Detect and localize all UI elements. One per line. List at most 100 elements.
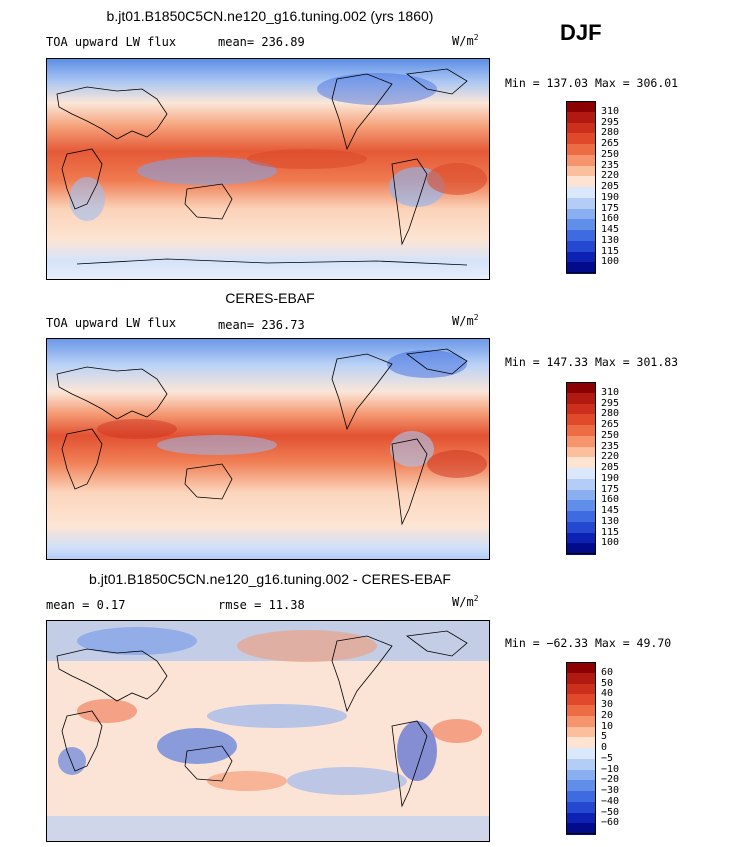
colorbar-swatch bbox=[566, 240, 596, 252]
colorbar-tick-label: 205 bbox=[601, 181, 620, 192]
panel3-colorbar: 60 50 40 30 20 10 5 0 −5 −10 −20 −30 −40 −50 −60 bbox=[566, 662, 636, 835]
colorbar-swatch bbox=[566, 187, 596, 199]
colorbar-tick-label: 280 bbox=[601, 408, 620, 420]
panel2-title: CERES-EBAF bbox=[225, 290, 315, 306]
panel2-map bbox=[46, 338, 490, 560]
colorbar-frame bbox=[566, 662, 596, 834]
colorbar-tick-label: −10 bbox=[601, 763, 620, 775]
colorbar-tick-label: 295 bbox=[601, 397, 620, 409]
panel3-map-svg bbox=[47, 621, 489, 841]
colorbar-tick-label: 145 bbox=[601, 505, 620, 516]
colorbar-tick-label: 280 bbox=[601, 127, 620, 139]
colorbar-swatch bbox=[566, 812, 596, 824]
panel3-mean-label: mean = 0.17 bbox=[46, 598, 126, 612]
colorbar-tick-label: −50 bbox=[601, 806, 620, 818]
colorbar-swatch bbox=[566, 532, 596, 544]
colorbar-swatch bbox=[566, 468, 596, 480]
colorbar-tick-label: 115 bbox=[601, 245, 620, 257]
colorbar-tick-label: 145 bbox=[601, 224, 620, 235]
colorbar-swatch bbox=[566, 262, 596, 274]
panel1-title: b.jt01.B1850C5CN.ne120_g16.tuning.002 (y… bbox=[106, 8, 434, 24]
colorbar-swatch bbox=[566, 511, 596, 523]
colorbar-tick-label: 295 bbox=[601, 116, 620, 128]
colorbar-swatch bbox=[566, 769, 596, 781]
colorbar-tick-label: 220 bbox=[601, 170, 620, 182]
colorbar-tick-label: −60 bbox=[601, 817, 620, 829]
colorbar-swatch bbox=[566, 165, 596, 177]
colorbar-swatch bbox=[566, 672, 596, 684]
panel3-minmax: Min = −62.33 Max = 49.70 bbox=[505, 636, 672, 650]
colorbar-tick-label: 250 bbox=[601, 148, 620, 160]
colorbar-swatch bbox=[566, 425, 596, 437]
panel2-units-label: W/m2 bbox=[452, 313, 479, 328]
colorbar-swatch bbox=[566, 500, 596, 512]
colorbar-swatch bbox=[566, 748, 596, 760]
panel1-map bbox=[46, 58, 490, 280]
colorbar-tick-label: 265 bbox=[601, 138, 620, 149]
colorbar-swatch bbox=[566, 457, 596, 469]
colorbar-tick-label: 130 bbox=[601, 234, 620, 246]
colorbar-tick-label: 310 bbox=[601, 105, 620, 117]
panel1-variable-label: TOA upward LW flux bbox=[46, 35, 177, 49]
colorbar-swatch bbox=[566, 414, 596, 426]
colorbar-tick-label: 50 bbox=[601, 677, 614, 689]
panel1-units-label: W/m2 bbox=[452, 33, 479, 48]
panel1-mean-label: mean= 236.89 bbox=[218, 35, 305, 49]
colorbar-swatch bbox=[566, 446, 596, 458]
panel1-colorbar: 310 295 280 265 250 235 220 205 190 175 160 145 130 1… bbox=[566, 101, 636, 274]
colorbar-tick-label: 190 bbox=[601, 191, 620, 203]
colorbar-swatch bbox=[566, 101, 596, 113]
colorbar-swatch bbox=[566, 758, 596, 770]
colorbar-tick-label: 130 bbox=[601, 515, 620, 527]
colorbar-swatch bbox=[566, 122, 596, 134]
colorbar-tick-label: 100 bbox=[601, 537, 620, 549]
panel3-title: b.jt01.B1850C5CN.ne120_g16.tuning.002 - … bbox=[89, 571, 451, 587]
colorbar-swatch bbox=[566, 392, 596, 404]
colorbar-swatch bbox=[566, 694, 596, 706]
colorbar-swatch bbox=[566, 154, 596, 166]
colorbar-swatch bbox=[566, 403, 596, 415]
colorbar-swatch bbox=[566, 737, 596, 749]
panel2-mean-label: mean= 236.73 bbox=[218, 318, 305, 332]
colorbar-tick-label: 40 bbox=[601, 688, 614, 700]
colorbar-tick-label: 20 bbox=[601, 709, 614, 721]
panel3-rmse-label: rmse = 11.38 bbox=[218, 598, 305, 612]
colorbar-swatch bbox=[566, 823, 596, 835]
panel3-map bbox=[46, 620, 490, 842]
colorbar-swatch bbox=[566, 176, 596, 188]
colorbar-swatch bbox=[566, 801, 596, 813]
colorbar-tick-label: 10 bbox=[601, 720, 614, 732]
panel2-minmax: Min = 147.33 Max = 301.83 bbox=[505, 355, 679, 369]
colorbar-swatch bbox=[566, 489, 596, 501]
colorbar-tick-label: 115 bbox=[601, 526, 620, 538]
colorbar-swatch bbox=[566, 726, 596, 738]
colorbar-tick-label: 100 bbox=[601, 256, 620, 268]
colorbar-tick-label: 160 bbox=[601, 213, 620, 225]
colorbar-tick-label: −40 bbox=[601, 795, 620, 807]
colorbar-swatch bbox=[566, 197, 596, 209]
colorbar-swatch bbox=[566, 478, 596, 490]
colorbar-swatch bbox=[566, 791, 596, 803]
colorbar-swatch bbox=[566, 780, 596, 792]
colorbar-tick-label: −5 bbox=[601, 752, 614, 764]
colorbar-swatch bbox=[566, 521, 596, 533]
colorbar-frame bbox=[566, 101, 596, 273]
colorbar-tick-label: 175 bbox=[601, 202, 620, 214]
colorbar-tick-label: 250 bbox=[601, 429, 620, 441]
colorbar-swatch bbox=[566, 111, 596, 123]
colorbar-tick-label: 265 bbox=[601, 419, 620, 430]
colorbar-tick-label: 220 bbox=[601, 451, 620, 463]
colorbar-tick-label: 205 bbox=[601, 462, 620, 473]
colorbar-swatch bbox=[566, 251, 596, 263]
colorbar-swatch bbox=[566, 435, 596, 447]
colorbar-tick-label: 190 bbox=[601, 472, 620, 484]
colorbar-tick-label: −30 bbox=[601, 785, 620, 796]
panel1-map-svg bbox=[47, 59, 489, 279]
colorbar-tick-label: 235 bbox=[601, 440, 620, 452]
colorbar-tick-label: 160 bbox=[601, 494, 620, 506]
colorbar-swatch bbox=[566, 382, 596, 394]
colorbar-swatch bbox=[566, 144, 596, 156]
season-label: DJF bbox=[560, 20, 602, 45]
colorbar-tick-label: 235 bbox=[601, 159, 620, 171]
panel2-map-svg bbox=[47, 339, 489, 559]
